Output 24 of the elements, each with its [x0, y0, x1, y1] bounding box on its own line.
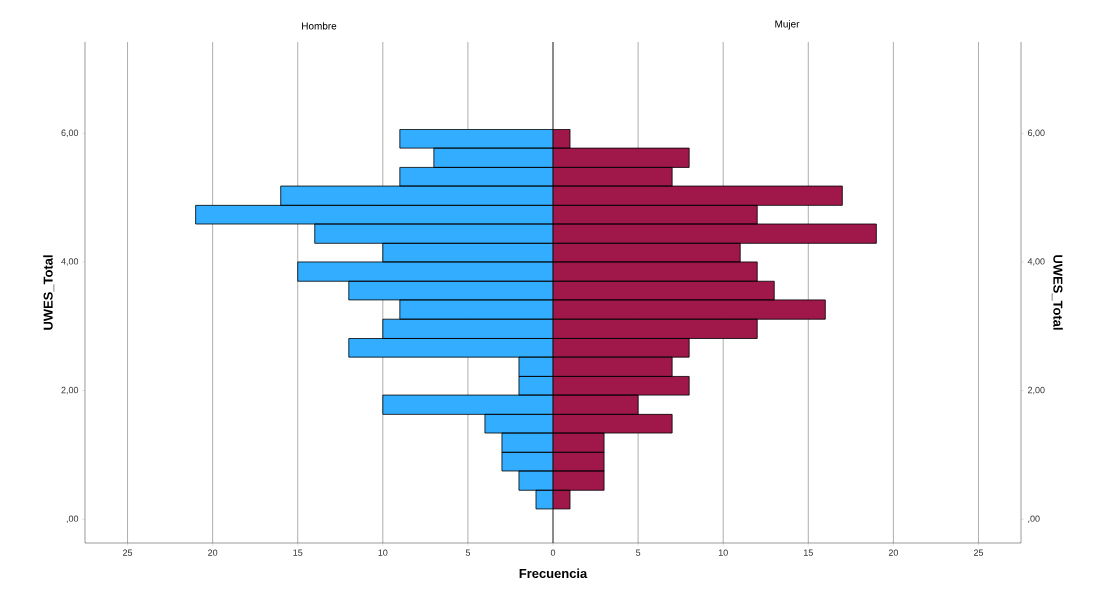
x-tick-label: 20 [888, 549, 899, 556]
x-tick-label: 10 [378, 549, 388, 556]
x-tick-label: 25 [973, 549, 984, 556]
y-tick-label: ,00 [1028, 515, 1040, 523]
x-tick-label: 15 [293, 549, 303, 556]
y-tick-label: 2,00 [1027, 386, 1045, 395]
x-tick-label: 10 [718, 549, 728, 556]
x-axis-title: Frecuencia [519, 568, 588, 579]
y-tick-label: 6,00 [61, 129, 79, 138]
x-tick-label: 0 [550, 549, 556, 556]
chart-title: Mujer [775, 20, 800, 30]
y-tick-label: 4,00 [61, 258, 79, 266]
y-tick-label: ,00 [66, 515, 79, 523]
y-axis-title: UWES_Total [43, 255, 55, 330]
y-axis-title: UWES_Total [1051, 255, 1063, 330]
chart-title: Hombre [302, 22, 337, 30]
x-tick-label: 25 [123, 549, 133, 556]
x-tick-label: 20 [208, 549, 218, 556]
y-tick-label: 4,00 [1027, 258, 1045, 266]
x-tick-label: 15 [803, 549, 813, 556]
y-tick-label: 6,00 [1027, 129, 1045, 138]
y-tick-label: 2,00 [61, 386, 79, 395]
x-tick-label: 5 [635, 549, 641, 556]
x-tick-label: 5 [465, 549, 471, 556]
